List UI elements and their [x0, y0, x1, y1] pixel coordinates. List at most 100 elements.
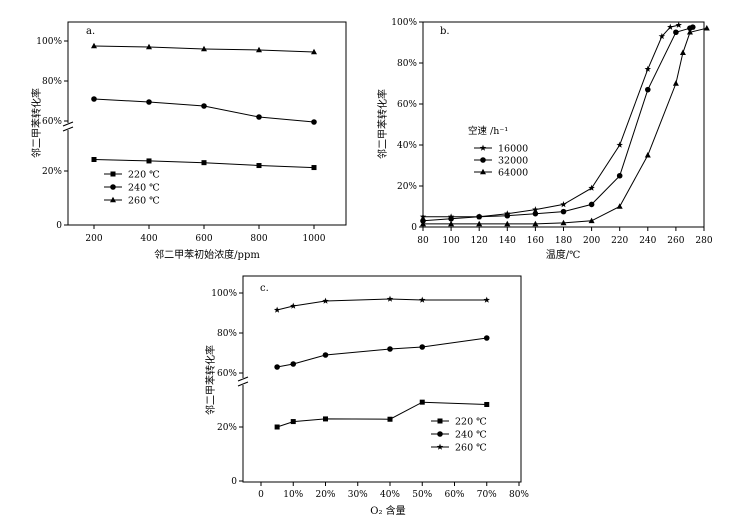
panel-b-series-1-point: [588, 184, 595, 191]
panel-c-y-tick-label: 80%: [217, 329, 237, 339]
panel-c-series-3-point: [386, 295, 394, 302]
panel-b-legend-entry-swatch-marker: [480, 168, 486, 175]
panel-a-series: [91, 42, 317, 171]
panel-c-series-1-point: [274, 424, 280, 430]
panel-a-series-2-point: [256, 114, 262, 120]
panel-c-y-tick-label: 100%: [211, 289, 237, 299]
panel-b-x-tick-label: 160: [527, 236, 544, 246]
panel-b-series-3-point: [588, 217, 595, 224]
panel-c-ticks: 0 10% 20% 30% 40% 50% 60% 70% 80% 0 20% 60% 80% 100%: [211, 289, 529, 500]
panel-b-series-3-point: [616, 203, 623, 209]
panel-b-series-1-point: [419, 213, 427, 220]
panel-b-legend-entry-label: 64000: [498, 168, 528, 179]
panel-a-series-3-point: [311, 48, 317, 55]
panel-c-x-tick-label: 60%: [444, 490, 464, 500]
panel-a-x-tick-label: 200: [85, 234, 102, 244]
panel-b-x-axis-label: 温度/℃: [546, 248, 581, 261]
panel-c-series-1-point: [290, 419, 296, 425]
panel-c-series-3-point: [419, 296, 426, 303]
panel-b-series-2-point: [616, 172, 623, 179]
panel-b-series-2-point: [448, 216, 454, 222]
panel-b-x-tick-label: 200: [583, 236, 600, 246]
panel-b-legend-title: 空速 /h⁻¹: [468, 125, 508, 137]
panel-a-x-tick-label: 600: [195, 234, 212, 244]
panel-c-legend-entry-swatch-marker: [436, 443, 444, 450]
panel-a-x-tick-label: 800: [250, 234, 267, 244]
panel-b-series-3-point: [686, 29, 693, 35]
panel-a: a. 200 400 600 800 1000 0 20% 60%: [30, 21, 347, 261]
panel-a-frame: [67, 21, 347, 226]
panel-b-legend-entry-label: 32000: [498, 156, 528, 167]
panel-b-series-1-point: [532, 206, 539, 213]
panel-b-series-2-point: [673, 29, 679, 36]
panel-a-legend-entry-label: 220 ℃: [128, 170, 160, 181]
panel-a-series-2-point: [201, 103, 207, 109]
panel-c-x-tick-label: 10%: [283, 490, 303, 500]
panel-b-label: b.: [440, 26, 450, 37]
panel-b-x-tick-label: 220: [611, 236, 628, 246]
panel-c-legend-entry-label: 260 ℃: [455, 443, 487, 454]
panel-b-y-tick-label: 20%: [397, 182, 417, 192]
panel-c-legend-entry-swatch-marker: [437, 431, 443, 437]
panel-c-series-3-point: [483, 296, 490, 303]
panel-b-y-tick-label: 0: [411, 223, 417, 233]
panel-a-series-1-point: [256, 163, 262, 169]
panel-b-series-3-line: [423, 27, 707, 225]
panel-a-axis-break: [62, 121, 74, 132]
panel-c-series-3-line: [276, 298, 487, 311]
panel-a-y-tick-label: 80%: [42, 77, 62, 87]
panel-c-series: [273, 295, 490, 430]
panel-b-series-3-point: [504, 220, 511, 227]
panel-a-y-tick-label: 0: [56, 221, 62, 231]
panel-c-series-2-point: [290, 361, 297, 367]
panel-c-y-tick-label: 60%: [217, 369, 237, 379]
panel-c-y-tick-label: 0: [231, 477, 237, 487]
panel-a-series-3-point: [146, 43, 152, 50]
panel-b-series-1-point: [675, 21, 682, 28]
panel-b-legend-entry-swatch-marker: [479, 144, 487, 151]
panel-b-series-1-point: [658, 32, 666, 40]
panel-c-series-2-point: [274, 364, 280, 370]
panel-a-legend-entry-swatch-marker: [110, 196, 116, 203]
panel-c-x-tick-label: 30%: [348, 490, 368, 500]
panel-c-series-2-point: [483, 335, 490, 341]
panel-b-series-3-point: [703, 24, 710, 31]
panel-b-series-2-point: [689, 24, 696, 30]
panel-b-series-1-point: [616, 141, 623, 148]
panel-b-series-3-point: [679, 49, 686, 56]
panel-a-series-1-point: [146, 158, 152, 164]
panel-b-x-tick-label: 240: [639, 236, 656, 246]
panel-b-x-tick-label: 280: [695, 236, 712, 246]
panel-b: b. 80 100 120 140 160 180 200 220 240 260 280 0 20% 4…: [376, 18, 713, 261]
panel-a-y-tick-label: 20%: [42, 167, 62, 177]
panel-c-series-1-point: [484, 401, 490, 407]
panel-c-series-2-point: [322, 352, 329, 358]
panel-b-series-3-point: [448, 220, 455, 227]
panel-c-legend: 220 ℃ 240 ℃ 260 ℃: [431, 417, 487, 454]
panel-b-y-tick-label: 60%: [397, 100, 417, 110]
panel-a-x-tick-label: 400: [140, 234, 157, 244]
panel-a-series-3-point: [256, 46, 262, 53]
panel-b-y-tick-label: 40%: [397, 141, 417, 151]
panel-b-series-3-point: [420, 220, 426, 227]
panel-c-y-axis-label: 邻二甲苯转化率: [204, 345, 217, 415]
panel-b-series: [419, 21, 710, 227]
panel-b-series-2-point: [476, 213, 483, 220]
panel-b-series-3-point: [560, 219, 567, 226]
panel-b-series-1-point: [644, 65, 652, 72]
panel-c-x-tick-label: 20%: [315, 490, 335, 500]
panel-b-series-2-point: [560, 208, 567, 215]
panel-a-x-tick-label: 1000: [303, 234, 326, 244]
panel-b-series-2-point: [588, 201, 595, 208]
panel-b-series-1-point: [667, 23, 674, 30]
panel-a-x-axis-label: 邻二甲苯初始浓度/ppm: [154, 248, 260, 261]
panel-a-y-axis-label: 邻二甲苯转化率: [30, 88, 43, 158]
panel-c-series-3-point: [273, 306, 281, 313]
panel-a-label: a.: [86, 26, 95, 37]
panel-b-series-3-point: [532, 220, 539, 227]
panel-b-y-tick-label: 100%: [391, 18, 417, 28]
panel-c-x-axis-label: O₂ 含量: [370, 504, 405, 517]
